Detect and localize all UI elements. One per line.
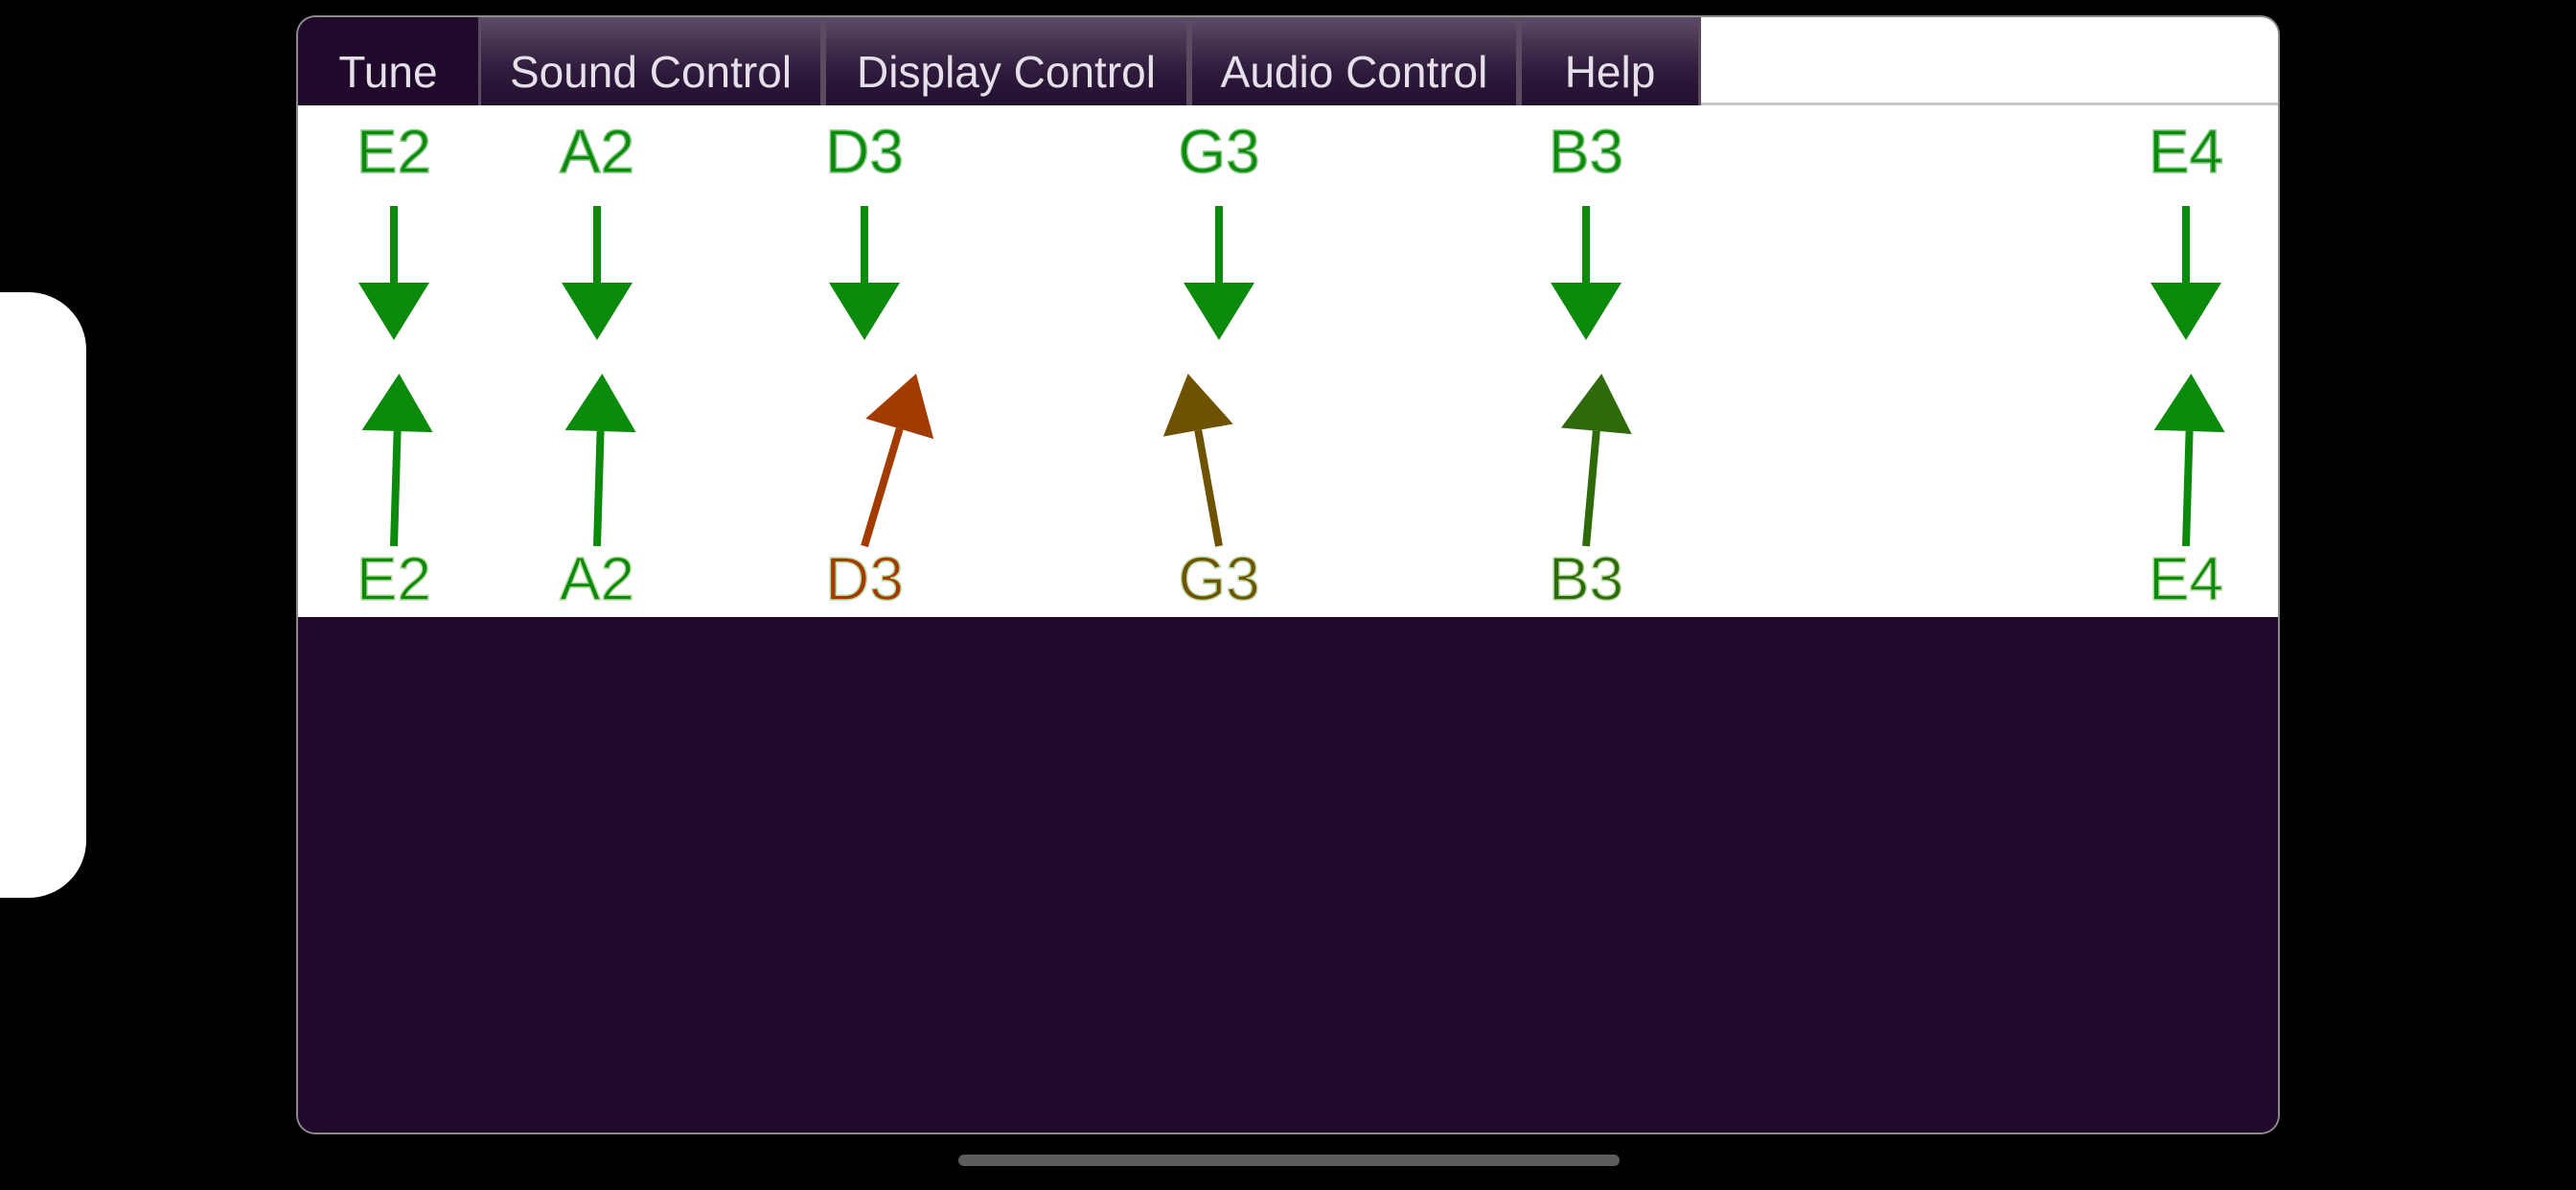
detected-arrow-e2 bbox=[361, 374, 433, 547]
target-arrow-g3-head bbox=[1184, 283, 1254, 340]
target-note-a2: A2 bbox=[560, 117, 634, 186]
detected-arrow-g3 bbox=[1162, 374, 1233, 547]
target-arrow-e2 bbox=[358, 206, 429, 340]
target-note-e2: E2 bbox=[356, 117, 431, 186]
target-note-b3: B3 bbox=[1549, 117, 1623, 186]
detected-arrow-d3-shaft bbox=[861, 427, 904, 548]
tab-sound-control[interactable]: Sound Control bbox=[478, 17, 823, 105]
tuner-panel: E2 E2 A2 A2 D3 D3 G3 G3 B3 B3 E4 E4 bbox=[298, 105, 2278, 617]
tab-audio-control[interactable]: Audio Control bbox=[1189, 17, 1519, 105]
target-arrow-e4-head bbox=[2150, 283, 2221, 340]
target-arrow-b3-head bbox=[1551, 283, 1622, 340]
detected-note-g3: G3 bbox=[1178, 544, 1259, 613]
detected-arrow-b3 bbox=[1560, 374, 1632, 547]
tab-help[interactable]: Help bbox=[1519, 17, 1701, 105]
home-indicator[interactable] bbox=[958, 1155, 1620, 1166]
detected-arrow-g3-shaft bbox=[1194, 429, 1223, 547]
target-note-g3: G3 bbox=[1178, 117, 1259, 186]
app-screen: Tune Sound Control Display Control Audio… bbox=[298, 17, 2278, 1133]
target-arrow-d3 bbox=[829, 206, 900, 340]
detected-arrow-b3-shaft bbox=[1582, 430, 1600, 547]
detected-arrow-e2-head bbox=[361, 374, 433, 433]
detected-note-b3: B3 bbox=[1549, 544, 1623, 613]
target-arrow-b3 bbox=[1551, 206, 1622, 340]
tab-display-control[interactable]: Display Control bbox=[823, 17, 1189, 105]
target-arrow-e4 bbox=[2150, 206, 2221, 340]
target-note-d3: D3 bbox=[825, 117, 904, 186]
target-arrow-g3 bbox=[1184, 206, 1254, 340]
detected-arrow-a2 bbox=[564, 374, 636, 547]
detected-arrow-e4 bbox=[2153, 374, 2225, 547]
detected-note-a2: A2 bbox=[560, 544, 634, 613]
tuner-display: E2 E2 A2 A2 D3 D3 G3 G3 B3 B3 E4 E4 bbox=[356, 116, 2225, 614]
detected-note-d3: D3 bbox=[825, 544, 904, 613]
detected-note-e2: E2 bbox=[356, 544, 431, 613]
device-notch bbox=[0, 292, 86, 898]
tab-bar-filler bbox=[1701, 17, 2278, 105]
detected-arrow-d3 bbox=[861, 374, 934, 548]
detected-arrow-b3-head bbox=[1560, 374, 1632, 435]
target-arrow-e2-head bbox=[358, 283, 429, 340]
detected-arrow-e4-shaft bbox=[2182, 430, 2194, 547]
lower-panel bbox=[298, 617, 2278, 1133]
detected-arrow-a2-head bbox=[564, 374, 636, 433]
target-arrow-a2 bbox=[562, 206, 632, 340]
detected-arrow-e2-shaft bbox=[390, 430, 402, 547]
detected-arrow-e4-head bbox=[2153, 374, 2225, 433]
detected-arrow-g3-head bbox=[1162, 374, 1233, 437]
tab-tune[interactable]: Tune bbox=[298, 17, 478, 105]
detected-arrow-d3-head bbox=[865, 374, 934, 440]
detected-arrow-a2-shaft bbox=[593, 430, 605, 547]
tab-bar: Tune Sound Control Display Control Audio… bbox=[298, 17, 2278, 105]
detected-note-e4: E4 bbox=[2149, 544, 2223, 613]
target-arrow-d3-head bbox=[829, 283, 900, 340]
target-arrow-a2-head bbox=[562, 283, 632, 340]
target-note-e4: E4 bbox=[2149, 117, 2223, 186]
